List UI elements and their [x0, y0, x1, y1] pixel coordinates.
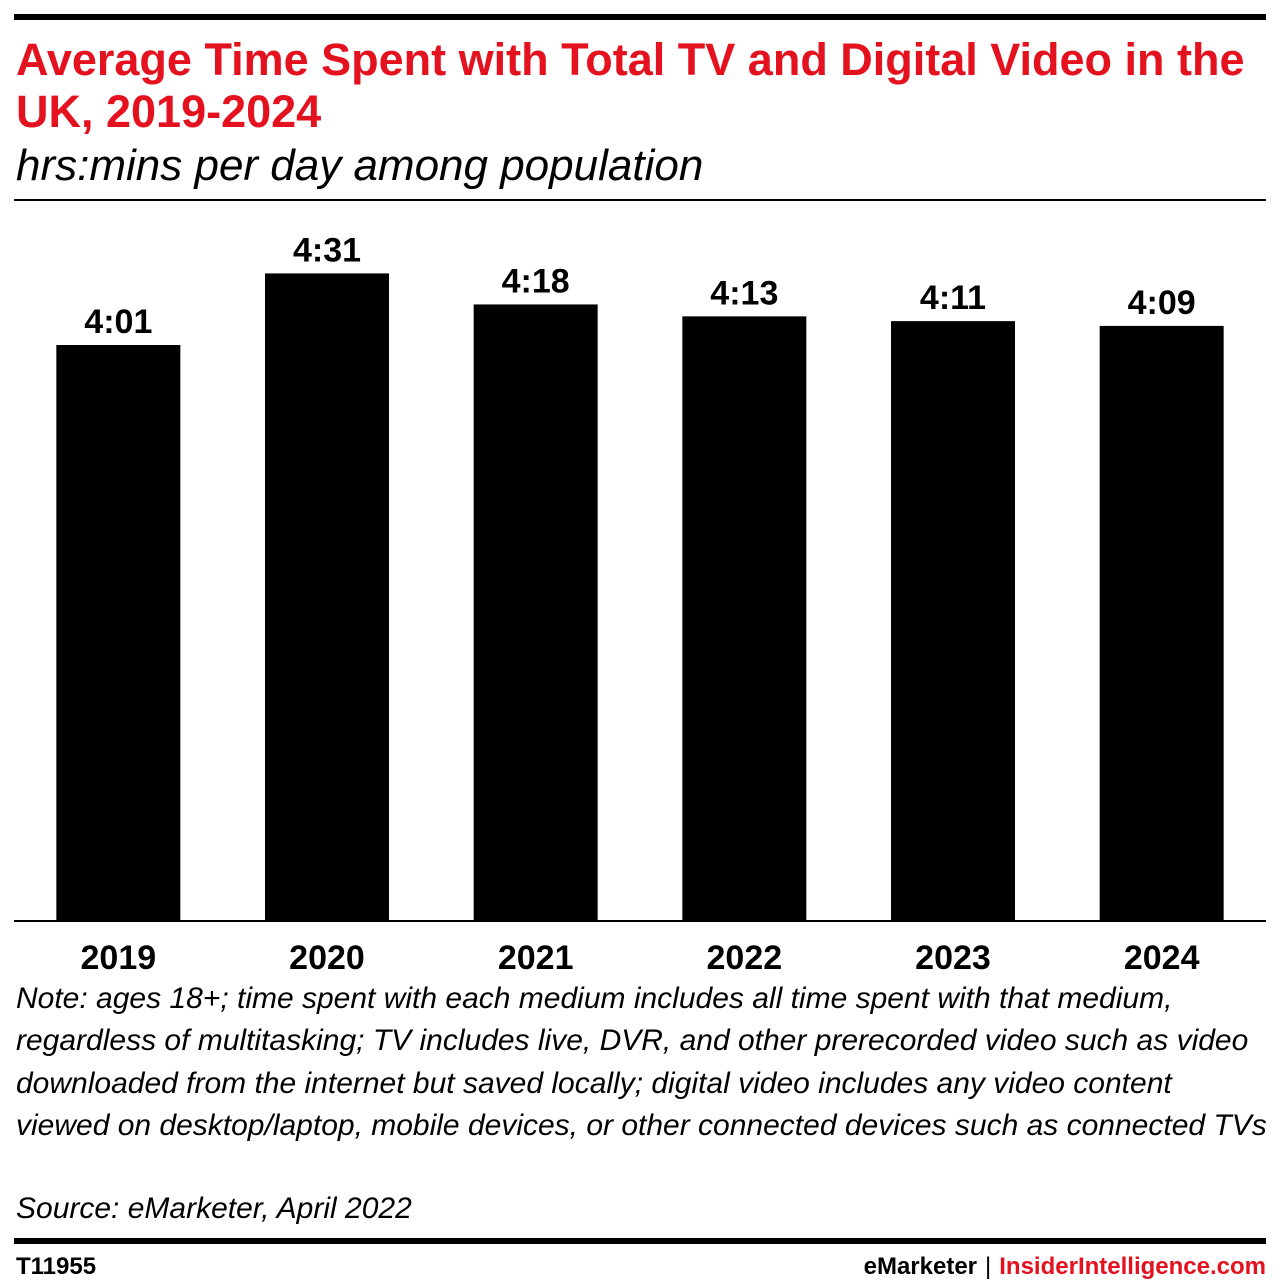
subtitle-rule [14, 199, 1266, 201]
bottom-rule [14, 1238, 1266, 1244]
bar-2022 [682, 316, 807, 921]
top-rule [14, 14, 1266, 20]
bar-2019 [56, 345, 181, 920]
bar-value-label-2023: 4:11 [920, 279, 986, 317]
x-tick-label-2023: 2023 [915, 939, 991, 970]
chart-subtitle: hrs:mins per day among population [16, 141, 704, 190]
chart-note: Note: ages 18+; time spent with each med… [16, 982, 1267, 1143]
footer-brand[interactable]: eMarketer | InsiderIntelligence.com [864, 1252, 1266, 1282]
brand-emarketer[interactable]: eMarketer [863, 1253, 978, 1280]
bar-2020 [265, 273, 389, 921]
bar-chart: 4:01 2019 4:31 2020 4:18 2021 4:13 2022 4:11 2023… [14, 231, 1266, 970]
brand-separator: | [985, 1253, 992, 1280]
chart-title: Average Time Spent with Total TV and Dig… [16, 34, 1245, 137]
bar-value-label-2021: 4:18 [502, 262, 570, 300]
chart-id: T11955 [16, 1253, 97, 1280]
x-tick-label-2020: 2020 [289, 939, 365, 970]
x-tick-label-2019: 2019 [81, 939, 157, 970]
bar-2023 [891, 321, 1015, 920]
bar-2024 [1099, 325, 1224, 921]
chart-source: Source: eMarketer, April 2022 [16, 1192, 412, 1225]
bar-2021 [473, 304, 598, 920]
bar-value-label-2022: 4:13 [710, 274, 778, 312]
x-tick-label-2022: 2022 [707, 939, 783, 970]
brand-insiderintelligence[interactable]: InsiderIntelligence.com [999, 1253, 1266, 1280]
bar-value-label-2020: 4:31 [293, 231, 361, 269]
x-tick-label-2024: 2024 [1124, 939, 1200, 970]
bar-value-label-2019: 4:01 [84, 303, 152, 341]
x-tick-label-2021: 2021 [498, 939, 574, 970]
bar-value-label-2024: 4:09 [1128, 284, 1196, 322]
